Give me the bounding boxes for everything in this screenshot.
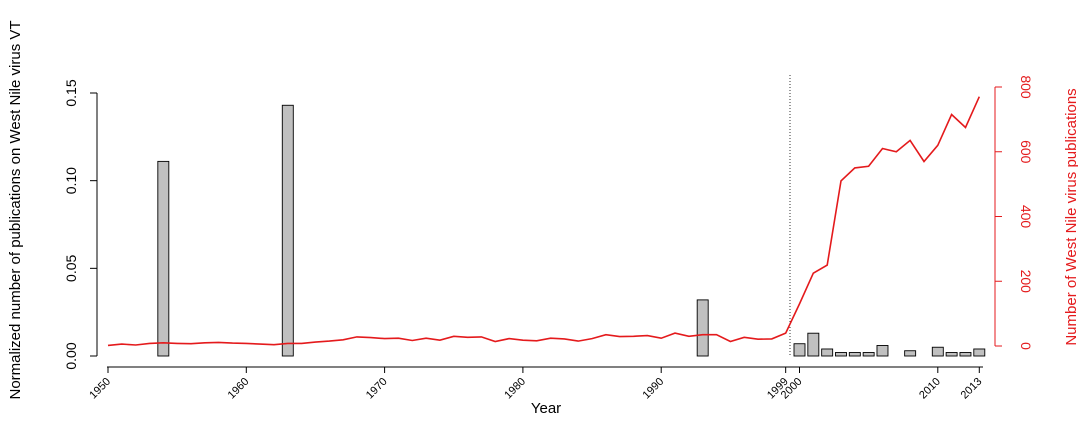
right-tick-label: 0 [1018, 342, 1034, 350]
x-axis-title: Year [531, 400, 561, 417]
right-axis-title: Number of West Nile virus publications [1063, 88, 1078, 345]
left-tick-label: 0.15 [63, 79, 79, 106]
bar-2005 [862, 352, 875, 357]
bar-2008 [904, 350, 917, 357]
bar-2004 [848, 352, 861, 357]
right-tick-label: 800 [1018, 75, 1034, 99]
x-tick-label: 1950 [87, 376, 113, 402]
right-tick-label: 400 [1018, 205, 1034, 229]
wnv-publications-line [107, 96, 981, 347]
right-axis-ticks: 0 200 400 600 800 [995, 75, 1034, 350]
left-tick-label: 0.05 [63, 254, 79, 281]
bar-1993 [696, 299, 709, 357]
bar-2006 [876, 345, 889, 357]
x-tick-label: 2013 [959, 376, 985, 402]
bar-2011 [945, 352, 958, 357]
right-tick-label: 200 [1018, 270, 1034, 294]
bar-2000 [793, 343, 806, 357]
right-tick-label: 600 [1018, 140, 1034, 164]
x-tick-label: 1990 [641, 376, 667, 402]
bar-1954 [157, 160, 170, 357]
x-tick-label: 2010 [917, 376, 943, 402]
bar-series [157, 104, 986, 357]
left-tick-label: 0.10 [63, 167, 79, 194]
left-axis-title: Normalized number of publications on Wes… [7, 20, 24, 399]
x-tick-label: 1970 [364, 376, 390, 402]
x-tick-label: 1960 [226, 376, 252, 402]
left-axis-ticks: 0.00 0.05 0.10 0.15 [63, 79, 97, 370]
bar-2013 [973, 348, 986, 357]
bar-2002 [821, 348, 834, 357]
bar-2003 [835, 352, 847, 357]
bar-2001 [807, 332, 820, 357]
left-tick-label: 0.00 [63, 342, 79, 369]
bar-2012 [959, 352, 972, 357]
bar-2010 [931, 346, 944, 357]
x-tick-label: 1980 [502, 376, 528, 402]
bar-1963 [281, 104, 294, 357]
